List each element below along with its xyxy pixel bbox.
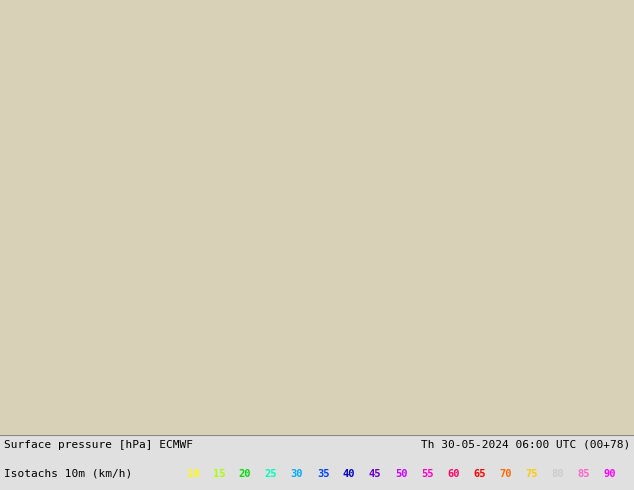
Text: 65: 65 [473,468,486,479]
Text: 55: 55 [421,468,434,479]
Text: 10: 10 [186,468,199,479]
Text: 20: 20 [238,468,251,479]
Text: 80: 80 [552,468,564,479]
Text: 70: 70 [499,468,512,479]
Text: 60: 60 [447,468,460,479]
Text: 25: 25 [265,468,277,479]
Text: 90: 90 [604,468,616,479]
Text: 85: 85 [578,468,590,479]
Text: 45: 45 [369,468,382,479]
Text: 15: 15 [212,468,225,479]
Text: Th 30-05-2024 06:00 UTC (00+78): Th 30-05-2024 06:00 UTC (00+78) [421,440,630,450]
Text: Surface pressure [hPa] ECMWF: Surface pressure [hPa] ECMWF [4,440,193,450]
Text: 40: 40 [343,468,356,479]
Text: Isotachs 10m (km/h): Isotachs 10m (km/h) [4,468,133,479]
Text: 50: 50 [395,468,408,479]
Text: 30: 30 [291,468,303,479]
Bar [0,435,634,490]
Text: 35: 35 [317,468,329,479]
Text: 75: 75 [526,468,538,479]
